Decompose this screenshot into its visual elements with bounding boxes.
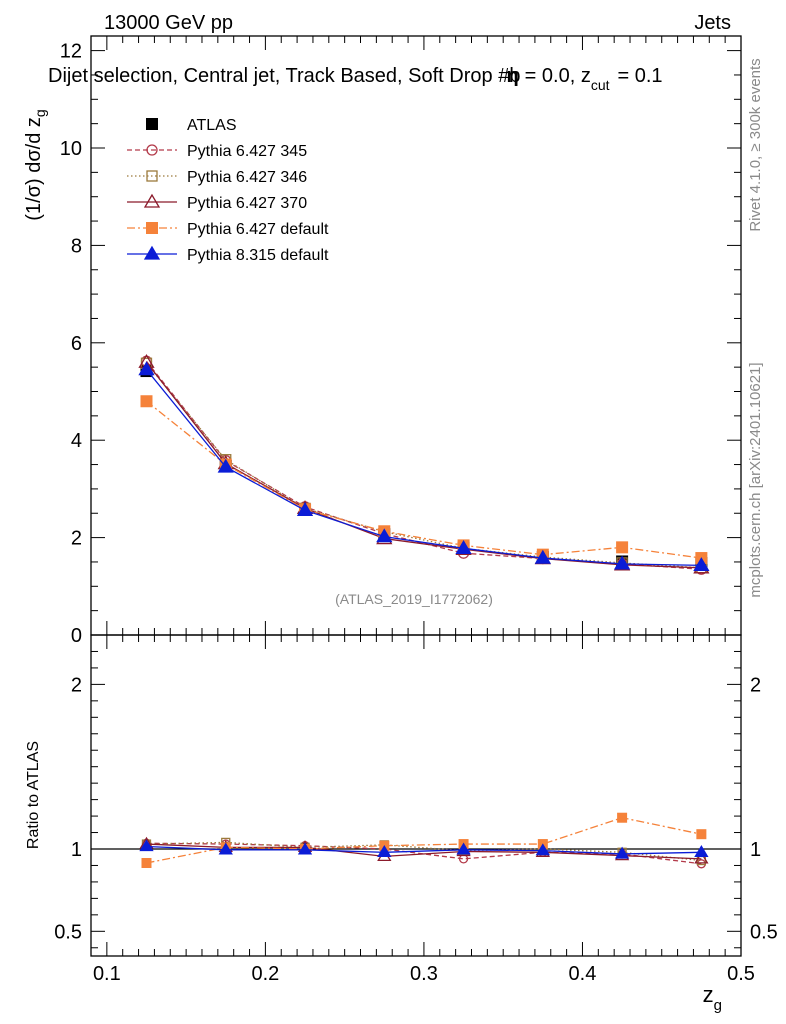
legend-label-atlas: ATLAS	[187, 117, 237, 134]
ratio-point-pythia-8-315-default	[694, 845, 709, 857]
y-axis-label: (1/σ) dσ/d zg	[23, 109, 48, 220]
ratio-point-pythia-8-315-default	[139, 839, 154, 852]
plot-title: Dijet selection, Central jet, Track Base…	[48, 65, 663, 93]
ratio-line-pythia-6-427-346	[146, 841, 702, 862]
ratio-point-pythia-6-427-default	[141, 857, 152, 868]
ratio-point-pythia-8-315-default	[535, 843, 550, 856]
ratio-line-pythia-8-315-default	[146, 845, 702, 855]
y-tick-label: 12	[60, 41, 82, 63]
plot-title-suffix: = 0.0, z	[525, 65, 591, 87]
ratio-point-pythia-8-315-default	[614, 846, 630, 859]
ratio-line-pythia-6-427-370	[146, 843, 702, 860]
ratio-tick-label-right: 2	[750, 674, 761, 696]
y-tick-label: 4	[71, 430, 82, 452]
ratio-line-pythia-6-427-345	[146, 842, 702, 865]
plot-title-end: = 0.1	[618, 65, 663, 87]
y-tick-label: 6	[71, 333, 82, 355]
series-line-pythia-8-315-default	[145, 369, 702, 567]
ratio-point-pythia-8-315-default	[456, 842, 471, 855]
header-right: Jets	[694, 12, 731, 34]
point-pythia-8-315-default	[613, 555, 631, 570]
point-pythia-6-427-default	[616, 541, 629, 554]
chart-marks	[138, 353, 710, 869]
series-line-pythia-6-427-370	[145, 361, 702, 569]
point-pythia-8-315-default	[217, 458, 234, 473]
point-pythia-8-315-default	[376, 528, 393, 543]
ratio-plot-border	[90, 634, 742, 957]
x-tick-label: 0.2	[251, 963, 279, 985]
ratio-y-axis-label: Ratio to ATLAS	[25, 741, 42, 849]
legend-label-pythia-6-427-370: Pythia 6.427 370	[187, 195, 307, 212]
plot-title-main: Dijet selection, Central jet, Track Base…	[48, 65, 520, 87]
ratio-tick-label-right: 0.5	[750, 921, 778, 943]
legend-label-pythia-6-427-default: Pythia 6.427 default	[187, 221, 329, 238]
legend-label-pythia-6-427-345: Pythia 6.427 345	[187, 143, 307, 160]
ratio-tick-label: 1	[71, 839, 82, 861]
legend-marker-pythia-6-427-default	[146, 222, 158, 234]
legend-marker-pythia-6-427-345	[146, 144, 158, 156]
series-line-pythia-6-427-default	[146, 400, 702, 559]
rivet-label: Rivet 4.1.0, ≥ 300k events	[747, 58, 764, 231]
ratio-point-pythia-8-315-default	[377, 845, 392, 857]
y-axis-label-sub: g	[32, 109, 48, 117]
y-tick-label: 2	[71, 528, 82, 550]
ratio-point-pythia-8-315-default	[297, 842, 313, 855]
header-left: 13000 GeV pp	[104, 12, 233, 34]
legend-marker-pythia-6-427-346	[146, 170, 158, 182]
legend-marker-pythia-8-315-default	[143, 245, 161, 260]
ratio-tick-label: 0.5	[54, 921, 82, 943]
ratio-point-pythia-8-315-default	[218, 842, 233, 855]
ratio-point-pythia-6-427-370	[694, 851, 709, 864]
x-tick-label: 0.4	[569, 963, 597, 985]
y-tick-label: 8	[71, 235, 82, 257]
plot-title-sub: cut	[591, 77, 610, 93]
legend-marker-atlas	[146, 118, 158, 130]
series-line-pythia-6-427-346	[145, 362, 702, 569]
y-tick-label: 0	[71, 625, 82, 647]
legend-label-pythia-8-315-default: Pythia 8.315 default	[187, 247, 329, 264]
point-pythia-8-315-default	[693, 557, 710, 572]
point-pythia-8-315-default	[138, 361, 155, 376]
point-pythia-8-315-default	[455, 540, 472, 554]
ratio-tick-label: 2	[71, 674, 82, 696]
ratio-point-pythia-6-427-default	[696, 829, 707, 840]
x-axis-label: zg	[703, 982, 722, 1014]
x-tick-label: 0.3	[410, 963, 438, 985]
ratio-tick-label-right: 1	[750, 839, 761, 861]
y-tick-label: 10	[60, 138, 82, 160]
analysis-watermark: (ATLAS_2019_I1772062)	[335, 591, 493, 607]
legend: ATLAS Pythia 6.427 345 Pythia 6.427 346 Pyt…	[127, 117, 329, 264]
beta-symbol: η	[506, 65, 518, 87]
point-pythia-6-427-default	[140, 395, 153, 408]
x-tick-label: 0.5	[727, 963, 755, 985]
legend-label-pythia-6-427-346: Pythia 6.427 346	[187, 169, 307, 186]
point-pythia-8-315-default	[534, 549, 551, 564]
ratio-point-pythia-6-427-default	[617, 812, 628, 823]
mcplots-label: mcplots.cern.ch [arXiv:2401.10621]	[747, 362, 764, 597]
y-axis-label-main: (1/σ) dσ/d z	[23, 117, 45, 221]
x-tick-label: 0.1	[93, 963, 121, 985]
legend-marker-pythia-6-427-370	[143, 193, 161, 208]
point-pythia-8-315-default	[296, 502, 314, 516]
ratio-plot-frame: 0.1 0.2 0.3 0.4 0.5 0.5 0.5 1 1 2 2	[54, 634, 778, 985]
x-axis-label-sub: g	[714, 997, 722, 1014]
x-axis-label-main: z	[703, 982, 714, 1007]
ratio-line-pythia-6-427-default	[146, 817, 702, 864]
